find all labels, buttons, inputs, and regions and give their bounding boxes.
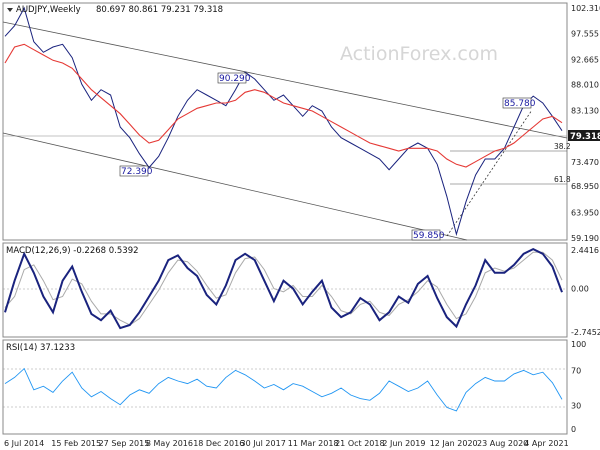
x-label-7: 21 Oct 2018 — [335, 439, 384, 448]
price-tick-2: 92.665 — [571, 55, 599, 64]
x-label-10: 23 Aug 2020 — [477, 439, 528, 448]
last-price-tag: 79.318 — [568, 130, 600, 142]
price-title: AUDJPY,Weekly 80.697 80.861 79.231 79.31… — [7, 5, 223, 15]
macd-tick-0: 2.4416 — [571, 246, 599, 255]
rising-trendline — [446, 109, 533, 237]
x-label-6: 11 Mar 2018 — [288, 439, 339, 448]
price-reference-lines — [2, 21, 568, 241]
macd-tick-2: -2.7452 — [571, 328, 600, 337]
macd-axis-ticks: 2.4416 0.00 -2.7452 — [571, 246, 600, 337]
price-tick-0: 102.310 — [571, 4, 600, 13]
rsi-tick-3: 0 — [571, 425, 576, 434]
x-label-0: 6 Jul 2014 — [4, 439, 44, 448]
channel-lower-line — [2, 132, 468, 241]
price-tick-7: 68.950 — [571, 182, 599, 191]
price-tick-6: 73.470 — [571, 158, 599, 167]
x-label-8: 2 Jun 2019 — [382, 439, 425, 448]
annotation-85780-box — [502, 97, 532, 109]
watermark: ActionForex.com — [340, 43, 498, 65]
channel-upper-line — [2, 21, 568, 139]
rsi-panel — [2, 339, 568, 435]
fib-61-label: 61.8 — [554, 175, 571, 184]
macd-title: MACD(12,26,9) -0.2268 0.5392 — [6, 246, 139, 256]
last-price-value: 79.318 — [570, 132, 600, 142]
macd-panel — [2, 242, 568, 338]
annotation-90290-box — [217, 72, 247, 84]
rsi-tick-0: 100 — [571, 340, 586, 349]
dropdown-triangle-icon — [7, 8, 13, 12]
rsi-tick-2: 30 — [571, 402, 581, 411]
annotation-90290: 90.290 — [219, 74, 251, 84]
rsi-line — [4, 367, 563, 412]
annotation-59850-box — [411, 229, 441, 241]
price-tick-8: 63.950 — [571, 209, 599, 218]
macd-tick-1: 0.00 — [571, 285, 589, 294]
annotation-72390-box — [119, 165, 149, 177]
price-tick-9: 59.190 — [571, 234, 599, 243]
fib-38-label: 38.2 — [554, 142, 571, 151]
price-tick-3: 88.010 — [571, 80, 599, 89]
price-annotations: 90.290 72.390 85.780 59.850 — [119, 72, 536, 241]
price-axis-ticks: 102.31097.55592.66588.01083.13078.37073.… — [571, 4, 600, 243]
ohlc-readout: 80.697 80.861 79.231 79.318 — [96, 5, 223, 15]
x-label-3: 8 May 2016 — [146, 439, 193, 448]
annotation-85780: 85.780 — [504, 99, 536, 109]
annotation-72390: 72.390 — [121, 167, 153, 177]
x-label-9: 12 Jan 2020 — [430, 439, 478, 448]
rsi-axis-ticks: 100 70 30 0 — [571, 340, 586, 434]
x-label-11: 4 Apr 2021 — [524, 439, 568, 448]
price-panel — [2, 2, 568, 241]
annotation-59850: 59.850 — [413, 231, 445, 241]
price-tick-1: 97.555 — [571, 29, 599, 38]
price-symbol-label: AUDJPY,Weekly — [16, 5, 81, 15]
rsi-title: RSI(14) 37.1233 — [6, 343, 75, 353]
x-label-5: 30 Jul 2017 — [241, 439, 286, 448]
macd-signal-line — [4, 251, 563, 326]
macd-line — [4, 247, 563, 330]
x-label-1: 15 Feb 2015 — [51, 439, 101, 448]
price-series-line — [4, 6, 563, 237]
x-label-2: 27 Sep 2015 — [99, 439, 150, 448]
rsi-tick-1: 70 — [571, 366, 581, 375]
price-tick-4: 83.130 — [571, 106, 599, 115]
x-label-4: 18 Dec 2016 — [193, 439, 244, 448]
moving-average-line — [4, 43, 563, 168]
